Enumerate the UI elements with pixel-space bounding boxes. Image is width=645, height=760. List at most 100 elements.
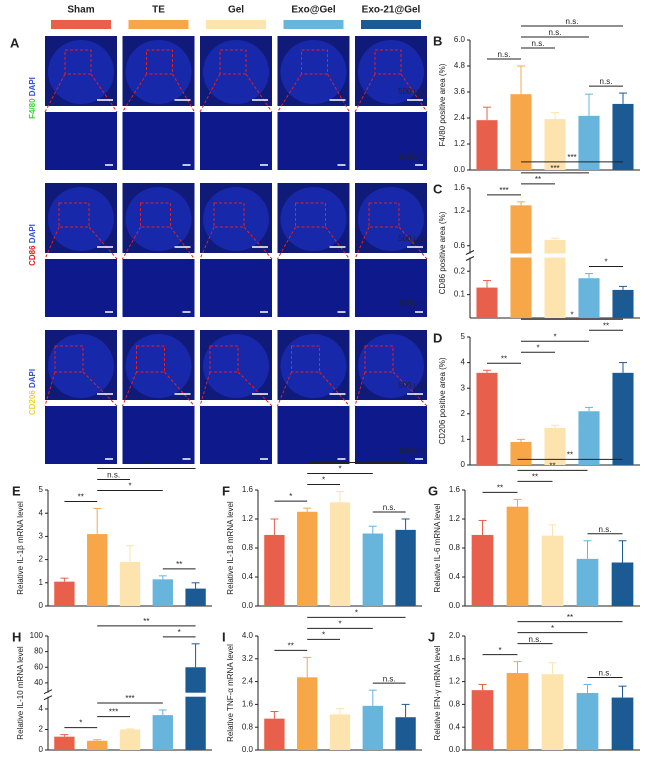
scale-label: 100 μm: [398, 446, 425, 455]
bar: [471, 534, 494, 606]
bar: [612, 372, 634, 465]
tissue: [48, 40, 114, 104]
panel-label: I: [222, 629, 226, 644]
y-tick-label: 0.8: [449, 543, 461, 552]
zoom-line: [44, 371, 56, 407]
micrograph-zoom: [355, 259, 427, 317]
significance-label: **: [288, 641, 294, 650]
legend-swatch: [128, 20, 189, 29]
bar: [329, 714, 351, 750]
bar: [185, 588, 206, 606]
marker-name: CD86: [28, 245, 37, 266]
zoom-box: [219, 49, 247, 75]
legend-label: Exo-21@Gel: [362, 5, 421, 16]
counterstain-name: DAPI: [28, 369, 37, 388]
zoom-line: [90, 73, 118, 113]
bar: [611, 562, 634, 606]
zoom-line: [245, 73, 273, 113]
bar: [510, 205, 532, 318]
y-tick-label: 2.4: [454, 113, 466, 122]
bar: [185, 667, 206, 750]
stain-label: CD86 DAPI: [28, 224, 37, 266]
panel-label: J: [428, 629, 435, 644]
significance-label: n.s.: [107, 471, 120, 480]
legend-swatch: [361, 20, 421, 29]
significance-label: **: [535, 175, 541, 184]
tissue: [203, 40, 269, 104]
zoom-box: [146, 49, 173, 75]
micrograph-zoom: [122, 112, 195, 170]
legend-label: TE: [152, 5, 165, 16]
tissue: [125, 187, 192, 251]
tissue: [280, 40, 347, 104]
zoom-box: [136, 345, 165, 373]
zoom-box: [368, 202, 400, 228]
y-axis-label: Relative IL-6 mRNA level: [433, 503, 442, 592]
bar: [476, 287, 498, 318]
y-tick-label: 1.2: [449, 677, 461, 686]
zoom-line: [164, 371, 195, 407]
y-tick-label: 0.8: [449, 700, 461, 709]
axis-break: [466, 253, 474, 258]
counterstain-name: DAPI: [28, 77, 37, 96]
scale-label: 500 μm: [398, 87, 425, 96]
bar: [152, 579, 173, 606]
significance-label: *: [289, 492, 292, 501]
y-tick-label: 0.2: [454, 266, 466, 275]
micrograph-zoom: [355, 406, 427, 464]
marker-name: F4/80: [28, 98, 37, 119]
significance-label: *: [536, 343, 539, 352]
micrograph-zoom: [45, 406, 117, 464]
bar: [476, 372, 498, 465]
y-axis-label: Relative TNF-α mRNA level: [226, 644, 235, 742]
significance-label: n.s.: [599, 669, 612, 678]
y-tick-label: 0.0: [242, 745, 254, 754]
micrograph-zoom: [45, 112, 117, 170]
zoom-line: [122, 73, 147, 113]
significance-label: *: [498, 646, 501, 655]
bar: [576, 558, 599, 606]
zoom-line: [327, 73, 350, 113]
tissue: [125, 40, 192, 104]
zoom-line: [319, 371, 350, 407]
zoom-box: [140, 202, 171, 228]
bar: [297, 511, 318, 606]
y-tick-label: 1.2: [242, 514, 254, 523]
y-tick-label: 1.2: [454, 139, 466, 148]
y-tick-label: 1.6: [449, 485, 461, 494]
panel-label: A: [10, 35, 20, 50]
bar: [510, 441, 532, 465]
significance-label: n.s.: [498, 50, 511, 59]
y-tick-label: 0.8: [242, 722, 254, 731]
significance-label: **: [501, 354, 507, 363]
axis-break-mark: [465, 256, 475, 261]
bar: [297, 677, 318, 750]
y-axis-label: Relative IL-1β mRNA level: [16, 501, 25, 595]
significance-label: n.s.: [599, 525, 612, 534]
bar: [506, 506, 529, 606]
significance-label: *: [322, 476, 325, 485]
y-axis-label: CD86 positive area (%): [438, 211, 447, 294]
y-tick-label: 0.6: [454, 241, 466, 250]
bar: [578, 115, 600, 170]
bar: [578, 411, 600, 465]
y-tick-label: 0.1: [454, 290, 466, 299]
y-tick-label: 1: [39, 578, 44, 587]
bar: [578, 278, 600, 318]
zoom-line: [122, 226, 141, 260]
bar: [264, 534, 285, 606]
zoom-line: [237, 371, 273, 407]
panel-label: H: [12, 629, 21, 644]
bar: [544, 119, 566, 170]
break-gap: [184, 692, 207, 697]
y-tick-label: 0.4: [449, 572, 461, 581]
bar: [611, 697, 634, 750]
zoom-line: [44, 73, 66, 113]
significance-label: *: [355, 608, 358, 617]
micrograph-zoom: [200, 406, 272, 464]
y-tick-label: 4: [461, 358, 466, 367]
micrograph-zoom: [45, 259, 117, 317]
significance-label: *: [79, 719, 82, 728]
counterstain-name: DAPI: [28, 224, 37, 243]
legend-label: Sham: [67, 5, 94, 16]
